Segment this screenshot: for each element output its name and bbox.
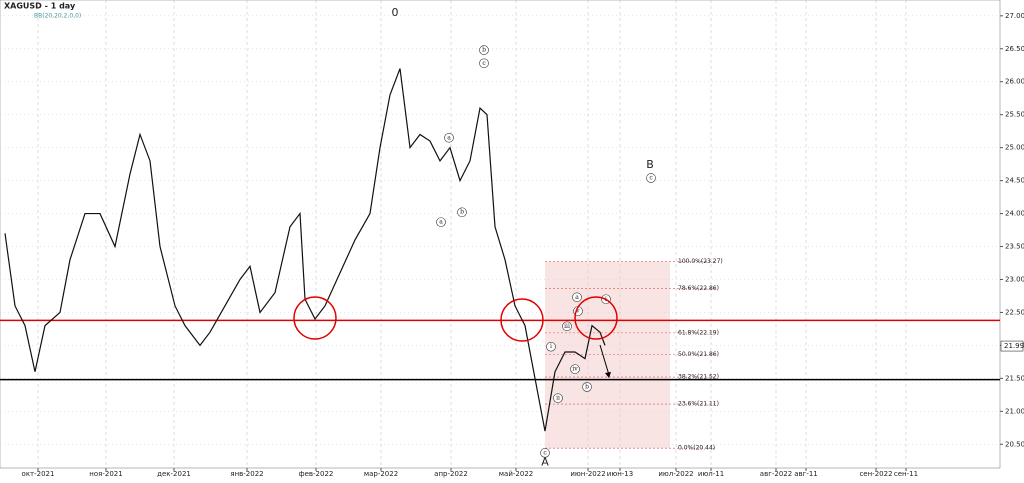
highlight-circle	[500, 298, 544, 342]
x-tick-label: ноя-2021	[89, 470, 122, 478]
wave-label: a	[439, 219, 443, 226]
last-price-box	[1000, 340, 1024, 352]
wave-circle	[457, 207, 467, 218]
plot-area	[0, 0, 1001, 469]
y-tick-label: 24.50	[1005, 177, 1024, 185]
y-tick-label: 21.50	[1005, 374, 1024, 382]
x-tick-label: фев-2022	[299, 470, 334, 478]
highlight-circle	[293, 296, 337, 340]
y-tick-label: 22.50	[1005, 308, 1024, 316]
y-tick-label: 21.00	[1005, 407, 1024, 415]
x-tick-label: сен-2022	[859, 470, 892, 478]
x-tick-label: мар-2022	[364, 470, 398, 478]
wave-circle	[479, 58, 489, 69]
wave-label: iii	[564, 323, 570, 330]
x-tick-label: янв-2022	[230, 470, 263, 478]
y-tick-label: 23.50	[1005, 243, 1024, 251]
y-tick-label: 26.00	[1005, 78, 1024, 86]
x-tick-label: май-2022	[499, 470, 533, 478]
y-tick-label: 27.00	[1005, 12, 1024, 20]
wave-label: b	[585, 383, 589, 390]
fib-label: 50.0%(21.86)	[678, 351, 719, 358]
wave-circle	[570, 364, 580, 374]
wave-circle	[436, 217, 446, 227]
x-tick-label: июл-11	[698, 470, 724, 478]
fib-zone	[545, 261, 670, 449]
wave-label: iv	[572, 366, 578, 373]
indicator-label: BB(20,20,2,0,0)	[34, 13, 81, 20]
wave-label: c	[482, 60, 486, 67]
fib-label: 0.0%(20.44)	[678, 445, 715, 452]
wave-label: b	[460, 209, 464, 216]
arrow-head	[605, 372, 611, 378]
x-tick-label: июн-13	[607, 470, 633, 478]
x-tick-label: апр-2022	[434, 470, 468, 478]
x-tick-label: авг-11	[794, 470, 818, 478]
y-tick-label: 26.50	[1005, 45, 1024, 53]
chart-title: XAGUSD - 1 day	[4, 2, 76, 11]
wave-circle	[540, 448, 550, 458]
x-tick-label: дек-2021	[157, 470, 191, 478]
fib-label: 100.0%(23.27)	[678, 258, 723, 265]
wave-circle	[479, 45, 489, 55]
wave-label: c	[543, 449, 547, 456]
x-tick-label: июн-2022	[570, 470, 605, 478]
x-tick-label: авг-2022	[760, 470, 792, 478]
wave-circle	[546, 341, 556, 352]
wave-label: B	[646, 158, 654, 171]
wave-label: ii	[556, 395, 560, 402]
last-price-label: 21.99	[1004, 342, 1024, 350]
x-tick-label: окт-2021	[22, 470, 55, 478]
wave-label: v	[575, 308, 580, 315]
x-tick-label: июл-2022	[658, 470, 693, 478]
x-tick-label: сен-11	[894, 470, 918, 478]
wave-label: i	[550, 343, 552, 350]
wave-circle	[553, 393, 563, 403]
wave-circle	[646, 173, 656, 183]
wave-label: A	[541, 456, 549, 469]
y-tick-label: 24.00	[1005, 210, 1024, 218]
y-tick-label: 25.00	[1005, 144, 1024, 152]
y-tick-label: 23.00	[1005, 275, 1024, 283]
highlight-circle	[574, 296, 618, 340]
forecast-arrow	[599, 344, 610, 376]
fib-label: 38.2%(21.52)	[678, 374, 719, 381]
wave-circle	[572, 292, 582, 303]
wave-circle	[444, 132, 454, 143]
wave-label: c	[649, 174, 653, 181]
fib-label: 23.6%(21.11)	[678, 401, 719, 408]
fib-label: 78.6%(22.86)	[678, 285, 719, 292]
price-line	[4, 68, 606, 432]
wave-circle	[562, 321, 572, 332]
wave-label: a	[575, 294, 579, 301]
fib-label: 61.8%(22.19)	[678, 329, 719, 336]
y-tick-label: 20.50	[1005, 440, 1024, 448]
wave-label: 0	[392, 6, 399, 19]
wave-label: a	[447, 134, 451, 141]
wave-circle	[582, 382, 592, 392]
y-tick-label: 25.50	[1005, 111, 1024, 119]
wave-label: b	[482, 47, 486, 54]
